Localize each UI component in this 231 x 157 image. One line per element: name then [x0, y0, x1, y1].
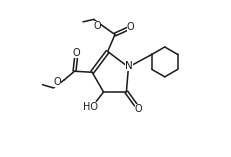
Text: O: O — [72, 48, 80, 58]
Text: HO: HO — [83, 102, 97, 112]
Text: O: O — [134, 104, 142, 114]
Text: O: O — [93, 21, 101, 31]
Text: O: O — [126, 22, 134, 32]
Text: O: O — [53, 77, 61, 87]
Text: N: N — [125, 61, 133, 71]
